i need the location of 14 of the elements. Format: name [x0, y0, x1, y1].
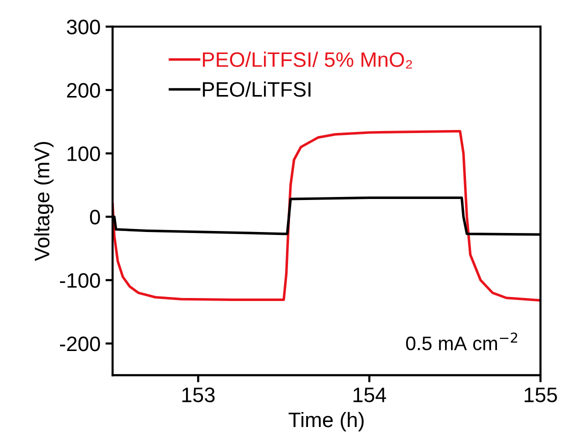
y-tick-label: 0: [90, 210, 100, 225]
y-tick-label: 300: [66, 20, 100, 34]
y-tick-label: 200: [67, 83, 100, 98]
y-tick-label: -200: [60, 336, 100, 352]
y-tick-label: 100: [68, 146, 100, 162]
x-tick-label: 153: [182, 388, 215, 402]
x-axis-title: Time (h): [288, 412, 364, 432]
y-tick-label: -100: [60, 273, 100, 288]
y-axis-title: Voltage (mV): [34, 142, 54, 262]
annotation: 0.5 mA cm$^{−2}$: [406, 332, 518, 350]
legend-label: PEO/LiTFSI: [202, 82, 310, 97]
x-tick-label: 154: [354, 388, 386, 402]
x-tick-label: 155: [524, 388, 557, 402]
legend-label: PEO/LiTFSI/ 5% MnO₂: [202, 52, 412, 69]
